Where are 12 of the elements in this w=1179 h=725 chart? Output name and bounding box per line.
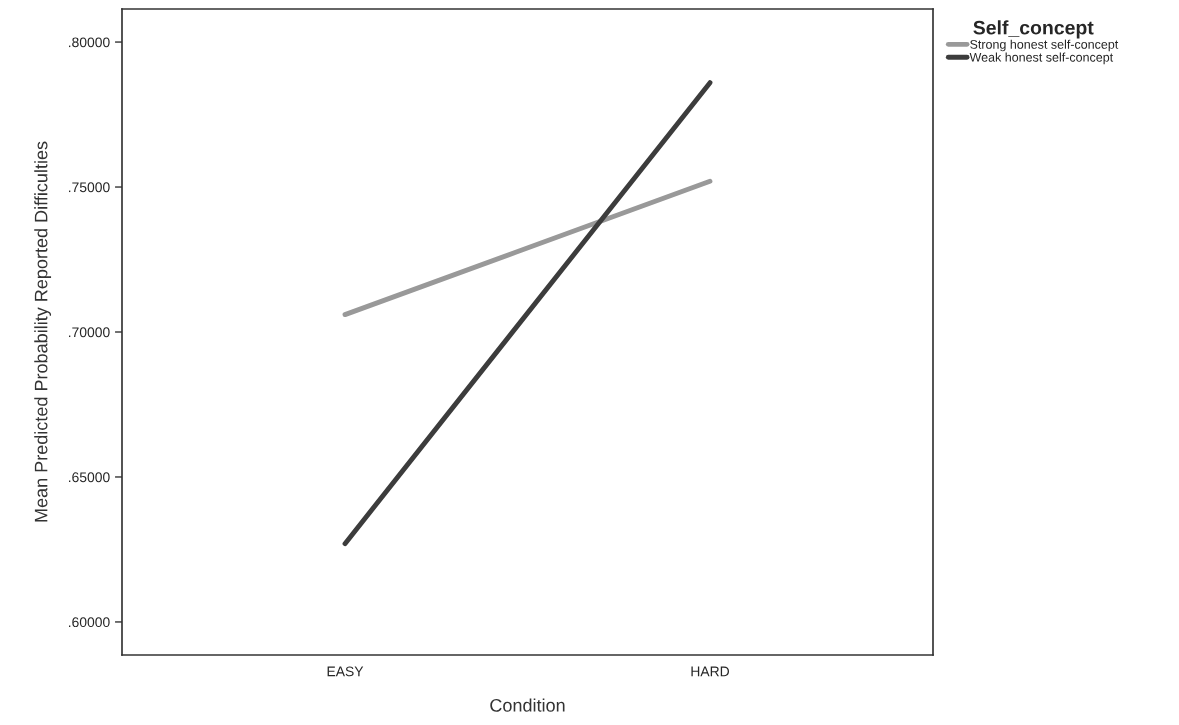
x-tick-label: EASY xyxy=(327,666,364,677)
legend-label: Strong honest self-concept xyxy=(970,39,1119,52)
y-tick-label: .75000 xyxy=(68,182,110,193)
legend-label: Weak honest self-concept xyxy=(969,52,1114,65)
y-axis-title: Mean Predicted Probability Reported Difficulties xyxy=(34,141,52,522)
x-tick-label: HARD xyxy=(691,666,730,677)
y-tick-label: .80000 xyxy=(68,37,110,48)
y-tick-label: .70000 xyxy=(68,327,110,338)
x-axis-title: Condition xyxy=(490,698,565,712)
y-tick-label: .60000 xyxy=(68,617,110,628)
y-tick-label: .65000 xyxy=(68,472,110,483)
legend-title: Self_concept xyxy=(973,20,1094,39)
